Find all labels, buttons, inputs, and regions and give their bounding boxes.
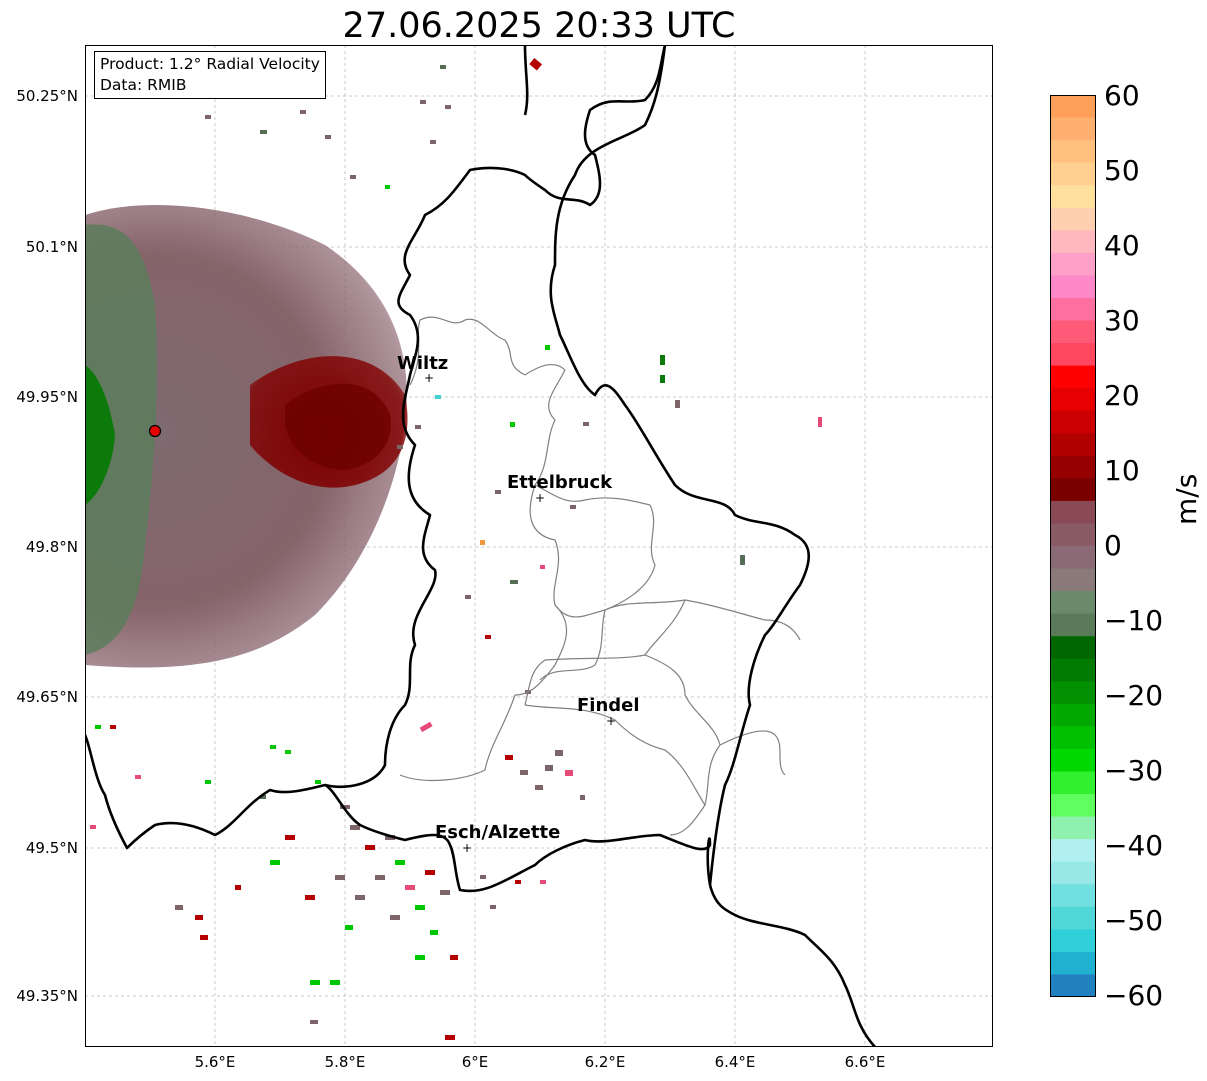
colorbar-band: [1050, 388, 1096, 412]
lon-tick: 5.8°E: [324, 1053, 366, 1071]
place-markers: Wiltz + Ettelbruck + Findel + Esch/Alzet…: [397, 353, 640, 855]
colorbar-band: [1050, 365, 1096, 389]
colorbar-band: [1050, 320, 1096, 344]
colorbar-band: [1050, 207, 1096, 231]
colorbar-band: [1050, 500, 1096, 525]
place-marker-ettelbruck: +: [535, 491, 545, 505]
colorbar-band: [1050, 297, 1096, 322]
lon-tick: 6.6°E: [844, 1053, 886, 1071]
colorbar-tick: 50: [1104, 154, 1140, 187]
colorbar-tick: −20: [1104, 679, 1164, 712]
colorbar-band: [1050, 703, 1096, 727]
colorbar-unit-label: m/s: [1170, 473, 1203, 525]
colorbar-tick: −60: [1104, 979, 1164, 1012]
colorbar-band: [1050, 816, 1096, 840]
lat-tick: 49.35°N: [16, 987, 78, 1005]
colorbar-band: [1050, 951, 1096, 976]
place-label-esch-alzette: Esch/Alzette: [435, 822, 560, 843]
lat-tick: 50.25°N: [16, 87, 78, 105]
colorbar-tick: 20: [1104, 379, 1140, 412]
colorbar-tick: −50: [1104, 904, 1164, 937]
lat-tick: 49.5°N: [25, 839, 78, 857]
colorbar-band: [1050, 117, 1096, 141]
colorbar-band: [1050, 839, 1096, 863]
colorbar-band: [1050, 613, 1096, 637]
colorbar-tick: −40: [1104, 829, 1164, 862]
colorbar-band: [1050, 343, 1096, 367]
lon-tick: 6°E: [461, 1053, 489, 1071]
colorbar-band: [1050, 185, 1096, 209]
colorbar-band: [1050, 636, 1096, 660]
colorbar-band: [1050, 410, 1096, 434]
colorbar-tick: −10: [1104, 604, 1164, 637]
colorbar-band: [1050, 162, 1096, 186]
colorbar-band: [1050, 275, 1096, 299]
colorbar-band: [1050, 568, 1096, 592]
map-title: 27.06.2025 20:33 UTC: [342, 6, 736, 46]
colorbar-band: [1050, 748, 1096, 773]
lon-tick: 6.2°E: [584, 1053, 626, 1071]
colorbar-tick: 0: [1104, 529, 1122, 562]
colorbar-band: [1050, 794, 1096, 818]
colorbar-band: [1050, 658, 1096, 682]
colorbar-band: [1050, 884, 1096, 908]
place-label-ettelbruck: Ettelbruck: [507, 472, 613, 493]
lat-tick: 50.1°N: [25, 238, 78, 256]
colorbar-band: [1050, 726, 1096, 750]
colorbar-band: [1050, 95, 1096, 119]
canton-borders: [399, 316, 801, 836]
colorbar-band: [1050, 906, 1096, 930]
colorbar-band: [1050, 546, 1096, 570]
colorbar-band: [1050, 771, 1096, 795]
radar-map: Wiltz + Ettelbruck + Findel + Esch/Alzet…: [85, 45, 993, 1047]
colorbar-band: [1050, 433, 1096, 457]
colorbar-tick: 10: [1104, 454, 1140, 487]
data-source-line: Data: RMIB: [100, 76, 187, 94]
colorbar-band: [1050, 140, 1096, 164]
place-marker-esch-alzette: +: [462, 841, 472, 855]
colorbar-band: [1050, 455, 1096, 479]
velocity-echo-field: [85, 205, 408, 668]
product-line: Product: 1.2° Radial Velocity: [100, 55, 320, 73]
colorbar-band: [1050, 478, 1096, 502]
echo-specks: [90, 57, 822, 1040]
colorbar-band: [1050, 929, 1096, 953]
colorbar-tick: 40: [1104, 229, 1140, 262]
colorbar-band: [1050, 591, 1096, 615]
product-info-box: Product: 1.2° Radial Velocity Data: RMIB: [94, 51, 326, 99]
velocity-colorbar: [1050, 95, 1096, 997]
place-label-wiltz: Wiltz: [397, 353, 448, 374]
colorbar-tick: −30: [1104, 754, 1164, 787]
place-marker-findel: +: [606, 714, 616, 728]
lon-tick: 6.4°E: [714, 1053, 756, 1071]
colorbar-tick: 30: [1104, 304, 1140, 337]
colorbar-band: [1050, 681, 1096, 705]
colorbar-band: [1050, 252, 1096, 276]
colorbar-band: [1050, 523, 1096, 547]
lat-tick: 49.95°N: [16, 388, 78, 406]
colorbar-band: [1050, 230, 1096, 254]
lat-tick: 49.8°N: [25, 538, 78, 556]
colorbar-band: [1050, 861, 1096, 885]
lon-tick: 5.6°E: [194, 1053, 236, 1071]
country-borders: [85, 45, 876, 1047]
colorbar-band: [1050, 974, 1096, 997]
colorbar-tick: 60: [1104, 79, 1140, 112]
place-label-findel: Findel: [577, 695, 640, 716]
place-marker-wiltz: +: [424, 371, 434, 385]
lat-tick: 49.65°N: [16, 688, 78, 706]
radar-site-marker: [148, 424, 162, 438]
